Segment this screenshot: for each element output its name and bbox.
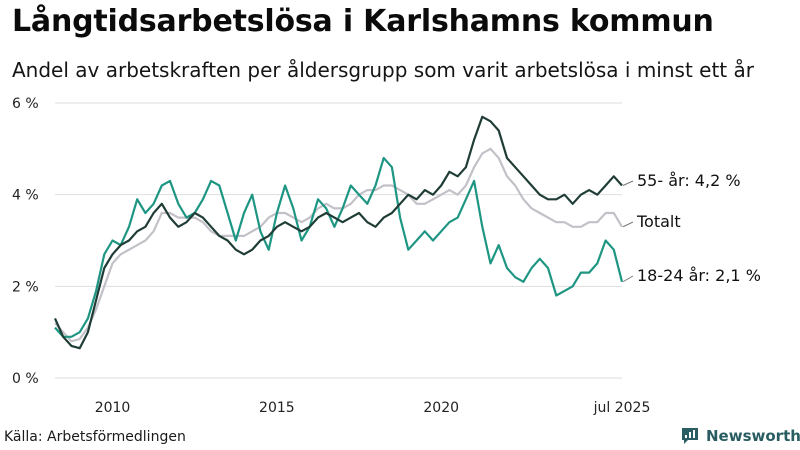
- x-tick-label: 2010: [95, 400, 131, 416]
- grid: [55, 102, 622, 379]
- newsworthy-logo[interactable]: Newsworthy: [680, 426, 800, 446]
- x-tick-label: 2015: [259, 400, 295, 416]
- y-tick-label: 0 %: [12, 371, 39, 387]
- end-label-connector: [622, 221, 634, 228]
- x-tick-label: 2020: [423, 400, 459, 416]
- chart-subtitle: Andel av arbetskraften per åldersgrupp s…: [12, 58, 754, 82]
- newsworthy-logo-icon: [682, 428, 698, 444]
- end-label-age1824: 18-24 år: 2,1 %: [637, 266, 761, 285]
- series-line-age55: [53, 115, 623, 350]
- end-label-age55: 55- år: 4,2 %: [637, 171, 741, 190]
- y-tick-label: 6 %: [12, 96, 39, 112]
- series-line-age1824: [54, 156, 624, 338]
- end-labels: Totalt 18-24 år: 2,1 % 55- år: 4,2 %: [622, 171, 761, 285]
- y-tick-label: 2 %: [12, 279, 39, 295]
- end-label-connector: [622, 180, 634, 186]
- series-line-total: [54, 147, 623, 343]
- series-lines: [53, 115, 624, 350]
- source-note: Källa: Arbetsförmedlingen: [4, 429, 186, 445]
- axis-ticks: 0 % 2 % 4 % 6 % 2010 2015 2020 jul 2025: [12, 96, 650, 416]
- end-label-connector: [622, 275, 634, 283]
- y-tick-label: 4 %: [12, 188, 39, 204]
- x-tick-label: jul 2025: [593, 400, 651, 416]
- chart-title: Långtidsarbetslösa i Karlshamns kommun: [12, 4, 714, 39]
- end-label-total: Totalt: [636, 212, 681, 231]
- newsworthy-logo-text: Newsworthy: [706, 427, 800, 445]
